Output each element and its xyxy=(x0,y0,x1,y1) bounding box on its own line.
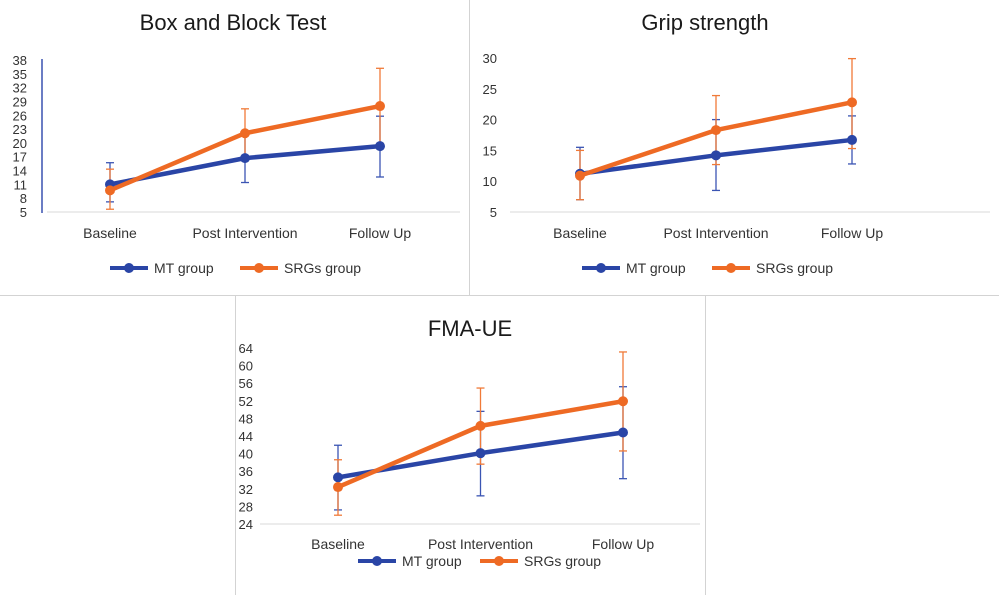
chart-svg: Box and Block Test 5811141720232629323538… xyxy=(13,10,460,276)
y-tick-label: 24 xyxy=(239,517,253,532)
x-category-label: Post Intervention xyxy=(663,225,768,241)
data-point xyxy=(375,141,385,152)
y-tick-label: 38 xyxy=(13,53,27,68)
y-tick-label: 29 xyxy=(13,94,27,109)
y-tick-label: 17 xyxy=(13,150,27,165)
x-category-label: Follow Up xyxy=(349,225,411,241)
y-tick-label: 30 xyxy=(483,51,497,66)
y-tick-label: 60 xyxy=(239,359,253,374)
y-tick-label: 28 xyxy=(239,499,253,514)
y-tick-label: 11 xyxy=(14,177,28,192)
chart-panel-box-block: Box and Block Test 5 8 11 14 17 20 23 26 29 32 35 38… xyxy=(0,0,469,295)
chart-svg: Grip strength 5 10 15 20 25 30 Baseline Post Int… xyxy=(483,10,990,276)
horizontal-divider xyxy=(0,295,999,296)
data-point xyxy=(475,420,486,431)
legend-label: MT group xyxy=(402,553,462,569)
x-category-label: Follow Up xyxy=(821,225,883,241)
data-point xyxy=(240,153,250,164)
y-tick-label: 26 xyxy=(13,108,27,123)
data-point xyxy=(575,170,585,181)
y-tick-label: 52 xyxy=(239,394,253,409)
chart-title: Grip strength xyxy=(641,10,768,35)
x-category-label: Baseline xyxy=(83,225,137,241)
data-point xyxy=(375,101,385,112)
legend-item: SRGs group xyxy=(712,260,833,276)
legend-item: SRGs group xyxy=(480,553,601,569)
y-tick-label: 15 xyxy=(483,143,497,158)
y-tick-label: 14 xyxy=(13,164,27,179)
vertical-divider-top xyxy=(469,0,470,295)
y-tick-label: 5 xyxy=(20,205,27,220)
legend-item: MT group xyxy=(358,553,462,569)
chart-panel-grip-strength: Grip strength 5 10 15 20 25 30 Baseline Post Int… xyxy=(470,0,999,295)
legend-item: SRGs group xyxy=(240,260,361,276)
x-category-label: Baseline xyxy=(553,225,607,241)
y-tick-label: 48 xyxy=(239,411,253,426)
data-point xyxy=(618,427,628,438)
chart-title: Box and Block Test xyxy=(140,10,327,35)
data-point xyxy=(240,128,250,139)
legend-label: SRGs group xyxy=(284,260,361,276)
y-tick-label: 5 xyxy=(490,205,497,220)
chart-svg: FMA-UE 24 28 32 36 40 44 48 52 56 60 64 Baseline Post… xyxy=(239,316,700,569)
data-point xyxy=(333,472,343,483)
x-category-label: Follow Up xyxy=(592,536,654,552)
legend-label: SRGs group xyxy=(756,260,833,276)
legend-label: MT group xyxy=(154,260,214,276)
x-category-label: Post Intervention xyxy=(192,225,297,241)
legend-item: MT group xyxy=(110,260,214,276)
data-point xyxy=(333,482,343,493)
x-category-label: Post Intervention xyxy=(428,536,533,552)
y-tick-label: 64 xyxy=(239,341,253,356)
data-point xyxy=(847,134,857,145)
x-category-label: Baseline xyxy=(311,536,365,552)
data-point xyxy=(847,97,857,108)
vertical-divider-bottom-right xyxy=(705,295,706,595)
y-tick-label: 56 xyxy=(239,376,253,391)
legend-item: MT group xyxy=(582,260,686,276)
y-tick-label: 35 xyxy=(13,67,27,82)
y-tick-label: 32 xyxy=(239,482,253,497)
y-tick-label: 36 xyxy=(239,464,253,479)
chart-panel-fma-ue: FMA-UE 24 28 32 36 40 44 48 52 56 60 64 Baseline Post… xyxy=(236,296,705,602)
y-tick-label: 8 xyxy=(20,191,27,206)
data-point xyxy=(618,396,628,407)
legend-label: MT group xyxy=(626,260,686,276)
vertical-divider-bottom-left xyxy=(235,295,236,595)
data-point xyxy=(475,448,486,459)
y-tick-label: 10 xyxy=(483,174,497,189)
data-point xyxy=(711,150,721,161)
y-tick-label: 23 xyxy=(13,122,27,137)
y-tick-label: 40 xyxy=(239,447,253,462)
legend-label: SRGs group xyxy=(524,553,601,569)
y-tick-label: 20 xyxy=(483,113,497,128)
y-tick-label: 44 xyxy=(239,429,253,444)
y-tick-label: 25 xyxy=(483,82,497,97)
y-tick-label: 20 xyxy=(13,136,27,151)
data-point xyxy=(711,125,721,136)
chart-title: FMA-UE xyxy=(428,316,512,341)
y-tick-label: 32 xyxy=(13,81,27,96)
data-point xyxy=(105,185,115,196)
